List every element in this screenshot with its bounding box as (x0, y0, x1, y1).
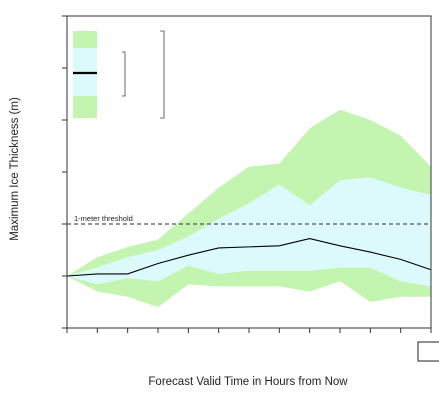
legend-outer-swatch-bottom (73, 96, 97, 118)
chart-lines (66, 223, 432, 277)
highlighted-tick-box (417, 341, 439, 362)
threshold-label: 1-meter threshold (74, 214, 133, 223)
legend-inner-bracket (122, 51, 126, 97)
x-axis-label: Forecast Valid Time in Hours from Now (148, 376, 348, 388)
median-line (66, 237, 432, 277)
legend (73, 30, 165, 119)
legend-outer-bracket (160, 30, 165, 119)
legend-outer-swatch-top (73, 31, 97, 48)
chart-axes (62, 15, 439, 362)
inner-percentile-band (67, 177, 431, 287)
percentile-bands (67, 109, 431, 308)
y-axis-label: Maximum Ice Thickness (m) (9, 97, 21, 241)
